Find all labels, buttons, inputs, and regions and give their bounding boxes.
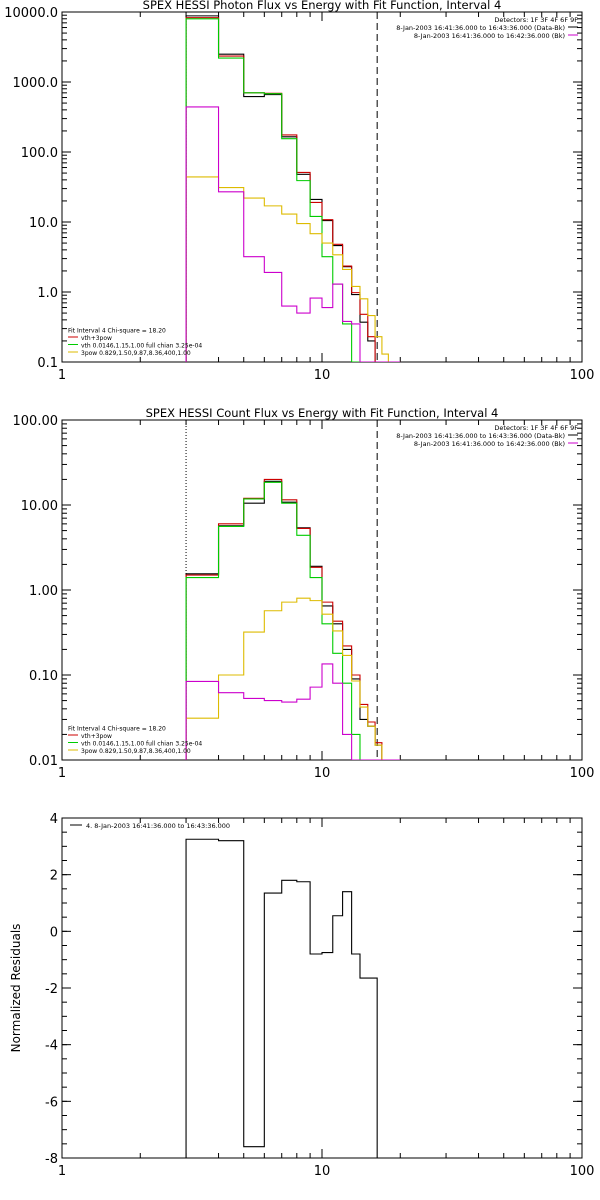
legend-entry: 3pow 0.829,1.50,9.87,8.36,400,1.00 bbox=[81, 748, 191, 755]
chart-panel-3: Normalized Residuals 1 10 100 -8 -6 -4 -2 0 2 4 4. … bbox=[9, 812, 594, 1179]
legend-entry: 8-Jan-2003 16:41:36.000 to 16:42:36.000 … bbox=[414, 32, 565, 40]
legend-entry: Detectors: 1F 3F 4F 6F 9F bbox=[494, 424, 578, 432]
y-tick-label: -2 bbox=[45, 982, 58, 997]
y-tick-label: -6 bbox=[45, 1095, 58, 1110]
legend-entry: Fit Interval 4 Chi-square = 18.20 bbox=[68, 328, 166, 335]
x-tick-label: 1 bbox=[58, 766, 66, 781]
y-tick-label: 0.10 bbox=[29, 669, 58, 684]
legend-entry: Detectors: 1F 3F 4F 6F 9F bbox=[494, 16, 578, 24]
legend-entry: 8-Jan-2003 16:41:36.000 to 16:43:36.000 … bbox=[396, 432, 565, 440]
x-tick-label: 1 bbox=[58, 1164, 66, 1179]
series-line-3 bbox=[185, 18, 401, 362]
y-tick-label: 10.0 bbox=[29, 216, 58, 231]
y-tick-label: -4 bbox=[45, 1039, 58, 1054]
plot-frame bbox=[61, 817, 583, 1159]
legend-entry: 8-Jan-2003 16:41:36.000 to 16:43:36.000 … bbox=[396, 24, 565, 32]
legend-entry: vth+3pow bbox=[81, 733, 112, 740]
y-tick-label: 0.01 bbox=[29, 754, 58, 769]
legend-entry: 8-Jan-2003 16:41:36.000 to 16:42:36.000 … bbox=[414, 440, 565, 448]
chart-title: SPEX HESSI Photon Flux vs Energy with Fi… bbox=[143, 0, 502, 12]
x-tick-label: 100 bbox=[570, 1164, 595, 1179]
x-tick-label: 100 bbox=[570, 368, 595, 383]
y-tick-label: 4 bbox=[50, 812, 58, 827]
series-group bbox=[185, 478, 401, 760]
chart-title: SPEX HESSI Count Flux vs Energy with Fit… bbox=[146, 406, 499, 420]
x-tick-label: 1 bbox=[58, 368, 66, 383]
series-line-4 bbox=[185, 176, 401, 362]
series-line-1 bbox=[185, 838, 378, 1158]
y-axis-label: Normalized Residuals bbox=[9, 924, 23, 1053]
x-tick-label: 10 bbox=[314, 1164, 331, 1179]
series-line-3 bbox=[185, 481, 401, 760]
y-tick-label: 0.1 bbox=[37, 356, 58, 371]
series-line-4 bbox=[185, 597, 401, 760]
x-tick-label: 10 bbox=[314, 766, 331, 781]
legend-entry: vth 0.0146,1.15,1.00 full chian 3.25e-04 bbox=[81, 343, 202, 350]
series-group bbox=[185, 15, 401, 362]
y-tick-label: 1.0 bbox=[37, 286, 58, 301]
series-line-5 bbox=[185, 663, 401, 760]
y-tick-label: 1000.0 bbox=[13, 76, 59, 91]
legend-entry: 3pow 0.829,1.50,9.87,8.36,400,1.00 bbox=[81, 350, 191, 357]
y-tick-label: 2 bbox=[50, 869, 58, 884]
y-tick-label: 1.00 bbox=[29, 584, 58, 599]
y-tick-label: -8 bbox=[45, 1152, 58, 1167]
series-line-2 bbox=[185, 478, 401, 760]
plot-frame bbox=[61, 11, 583, 363]
legend-entry: vth 0.0146,1.15,1.00 full chian 3.25e-04 bbox=[81, 741, 202, 748]
y-tick-label: 100.00 bbox=[13, 414, 59, 429]
series-line-5 bbox=[185, 106, 401, 362]
legend-entry: 4. 8-Jan-2003 16:41:36.000 to 16:43:36.0… bbox=[86, 822, 230, 830]
chart-panel-1: SPEX HESSI Photon Flux vs Energy with Fi… bbox=[4, 0, 594, 383]
legend-entry: Fit Interval 4 Chi-square = 18.20 bbox=[68, 726, 166, 733]
x-tick-label: 10 bbox=[314, 368, 331, 383]
y-tick-label: 100.0 bbox=[21, 146, 58, 161]
y-tick-label: 10.00 bbox=[21, 499, 58, 514]
y-tick-label: 10000.0 bbox=[4, 6, 58, 21]
series-group bbox=[185, 838, 378, 1158]
legend-entry: vth+3pow bbox=[81, 335, 112, 342]
chart-panel-2: SPEX HESSI Count Flux vs Energy with Fit… bbox=[13, 406, 595, 781]
x-tick-label: 100 bbox=[570, 766, 595, 781]
y-tick-label: 0 bbox=[50, 925, 58, 940]
